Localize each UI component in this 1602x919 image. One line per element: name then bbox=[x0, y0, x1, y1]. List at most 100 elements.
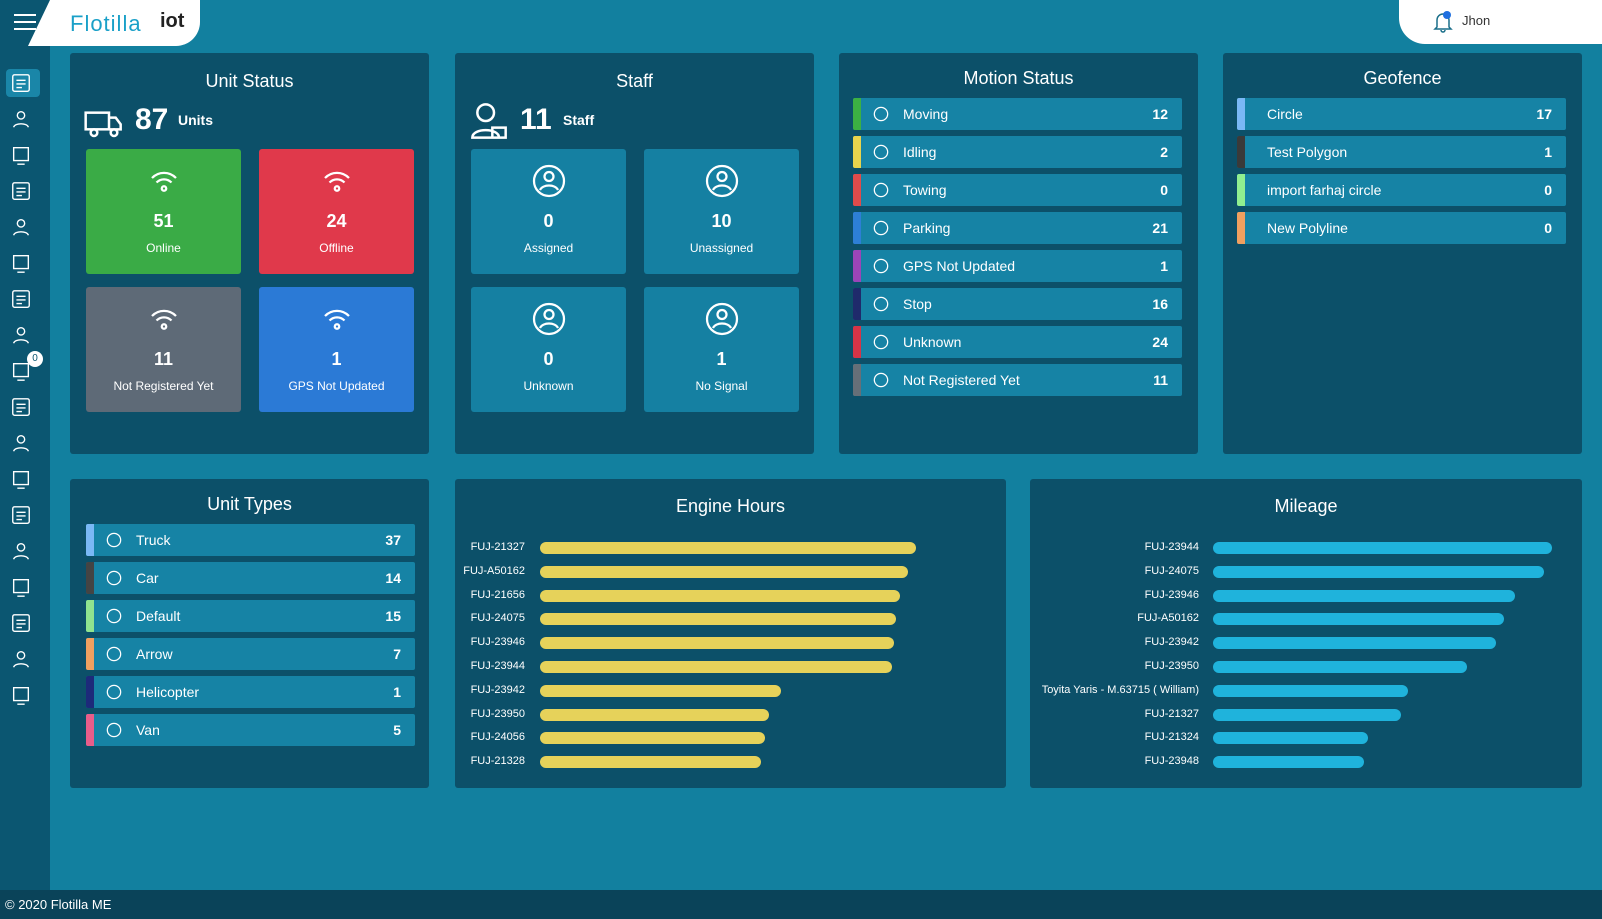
row-color bbox=[86, 676, 94, 708]
row-icon bbox=[871, 332, 891, 352]
row-value: 0 bbox=[1544, 220, 1552, 236]
status-tile[interactable]: 10 Unassigned bbox=[644, 149, 799, 274]
panel-title: Engine Hours bbox=[675, 496, 786, 516]
icon-svg bbox=[873, 106, 889, 122]
row-icon bbox=[104, 682, 124, 702]
tile-value: 0 bbox=[543, 349, 554, 369]
row-label: Arrow bbox=[136, 646, 173, 662]
row-label: Parking bbox=[903, 220, 951, 236]
row-icon bbox=[871, 256, 891, 276]
status-tile[interactable]: 51 Online bbox=[86, 149, 241, 274]
tile-value: 1 bbox=[716, 349, 727, 369]
icon-svg bbox=[705, 302, 739, 336]
nav-icon bbox=[10, 252, 32, 274]
nav-icon bbox=[10, 360, 32, 382]
active-nav[interactable] bbox=[6, 69, 40, 97]
icon-svg bbox=[12, 110, 30, 128]
status-tile[interactable]: 11 Not Registered Yet bbox=[86, 287, 241, 412]
status-tile[interactable]: 0 Unknown bbox=[471, 287, 626, 412]
list-row[interactable]: Idling 2 bbox=[853, 136, 1182, 168]
panel: Engine Hours FUJ-21327 FUJ-A50162 FUJ-21656… bbox=[455, 479, 1006, 788]
bar-label: FUJ-23942 bbox=[470, 683, 525, 696]
row-value: 14 bbox=[385, 570, 401, 586]
user-name[interactable]: Jhon bbox=[1462, 13, 1491, 28]
row-value: 15 bbox=[385, 608, 401, 624]
row-label: Idling bbox=[903, 144, 937, 160]
icon-svg bbox=[12, 650, 30, 668]
bar bbox=[540, 684, 782, 697]
row-color bbox=[1237, 136, 1245, 168]
row-icon bbox=[104, 606, 124, 626]
list-row[interactable]: Van 5 bbox=[86, 714, 415, 746]
tile-label: No Signal bbox=[695, 379, 748, 393]
status-tile[interactable]: 1 GPS Not Updated bbox=[259, 287, 414, 412]
list-row[interactable]: Circle 17 bbox=[1237, 98, 1566, 130]
icon-svg bbox=[873, 296, 889, 312]
row-color bbox=[853, 174, 861, 206]
bar bbox=[1213, 637, 1497, 650]
list-row[interactable]: Parking 21 bbox=[853, 212, 1182, 244]
tile-label: Offline bbox=[319, 241, 354, 255]
user-box[interactable]: Jhon bbox=[1399, 0, 1602, 44]
list-row[interactable]: Helicopter 1 bbox=[86, 676, 415, 708]
logo: Flotilla bbox=[70, 11, 142, 36]
row-label: GPS Not Updated bbox=[903, 258, 1016, 274]
tile-label: Unassigned bbox=[689, 241, 754, 255]
tile-label: Online bbox=[146, 241, 181, 255]
tile-value: 0 bbox=[543, 211, 554, 231]
row-icon bbox=[104, 568, 124, 588]
status-tile[interactable]: 1 No Signal bbox=[644, 287, 799, 412]
bar-label: FUJ-21656 bbox=[470, 588, 525, 601]
status-tile[interactable]: 0 Assigned bbox=[471, 149, 626, 274]
icon-svg bbox=[12, 506, 30, 524]
bar-label: Toyita Yaris - M.63715 ( William) bbox=[1041, 683, 1199, 696]
row-value: 11 bbox=[1153, 372, 1168, 388]
list-row[interactable]: Arrow 7 bbox=[86, 638, 415, 670]
row-label: Test Polygon bbox=[1267, 144, 1348, 160]
list-row[interactable]: Test Polygon 1 bbox=[1237, 136, 1566, 168]
icon-svg bbox=[324, 171, 350, 192]
icon-svg bbox=[12, 326, 30, 344]
menu-button[interactable] bbox=[14, 14, 36, 30]
bar-label: FUJ-23946 bbox=[1144, 588, 1199, 601]
row-color bbox=[86, 714, 94, 746]
list-row[interactable]: Truck 37 bbox=[86, 524, 415, 556]
row-label: Default bbox=[136, 608, 181, 624]
list-row[interactable]: Moving 12 bbox=[853, 98, 1182, 130]
row-color bbox=[86, 562, 94, 594]
icon-svg bbox=[151, 171, 177, 192]
logo-suffix: iot bbox=[160, 10, 185, 32]
nav-icon bbox=[10, 396, 32, 418]
status-tile[interactable]: 24 Offline bbox=[259, 149, 414, 274]
list-row[interactable]: import farhaj circle 0 bbox=[1237, 174, 1566, 206]
list-row[interactable]: Unknown 24 bbox=[853, 326, 1182, 358]
row-value: 21 bbox=[1152, 220, 1168, 236]
bar bbox=[1213, 613, 1504, 626]
row-icon bbox=[871, 104, 891, 124]
bar bbox=[1213, 542, 1552, 554]
row-label: Truck bbox=[136, 532, 171, 548]
list-row[interactable]: Car 14 bbox=[86, 562, 415, 594]
icon-svg bbox=[532, 164, 566, 198]
tile-label: Not Registered Yet bbox=[113, 379, 214, 393]
list-row[interactable]: Default 15 bbox=[86, 600, 415, 632]
list-row[interactable]: Not Registered Yet 11 bbox=[853, 364, 1182, 396]
bar bbox=[1213, 589, 1515, 602]
bar bbox=[540, 589, 900, 602]
summary-icon bbox=[469, 101, 509, 141]
icon-svg bbox=[106, 608, 122, 624]
row-color bbox=[1237, 212, 1245, 244]
tile-icon bbox=[319, 301, 355, 337]
bar-label: FUJ-24075 bbox=[470, 612, 525, 625]
row-color bbox=[853, 212, 861, 244]
list-row[interactable]: Stop 16 bbox=[853, 288, 1182, 320]
bell-icon[interactable] bbox=[1433, 11, 1453, 33]
list-row[interactable]: Towing 0 bbox=[853, 174, 1182, 206]
list-row[interactable]: New Polyline 0 bbox=[1237, 212, 1566, 244]
list-row[interactable]: GPS Not Updated 1 bbox=[853, 250, 1182, 282]
icon-svg bbox=[12, 614, 30, 632]
nav-icon bbox=[10, 612, 32, 634]
bar bbox=[1213, 565, 1545, 578]
row-icon bbox=[104, 644, 124, 664]
nav-icon bbox=[10, 504, 32, 526]
